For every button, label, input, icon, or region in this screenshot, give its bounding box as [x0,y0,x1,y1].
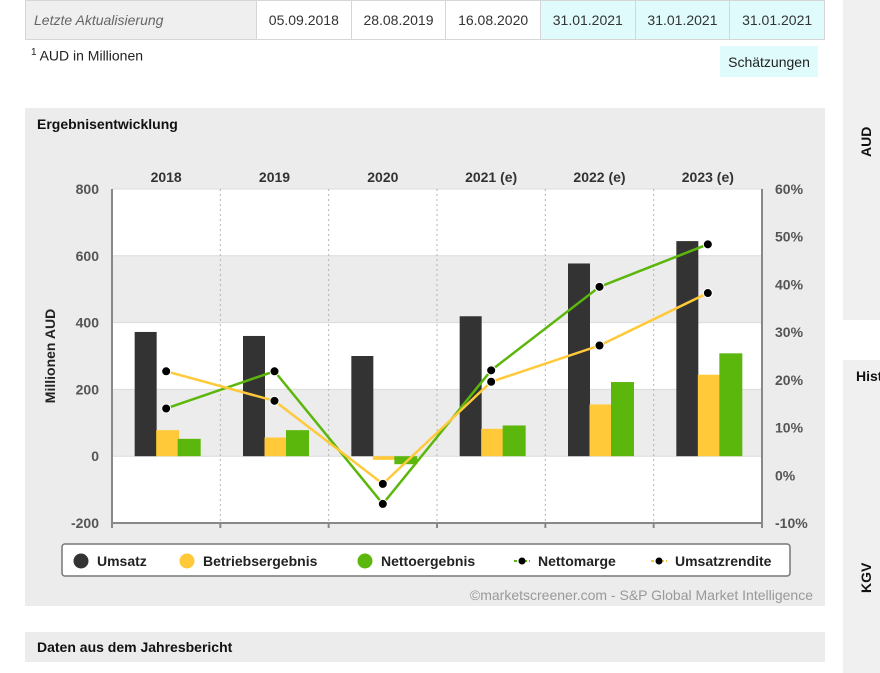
bar-betriebsergebnis-5 [697,374,721,457]
y2-tick-label: 40% [775,276,804,292]
legend-label-umsatzrendite: Umsatzrendite [675,553,772,569]
category-label: 2020 [367,169,398,185]
footnote-text: AUD in Millionen [39,47,144,64]
update-date-2022: 31.01.2021 [634,0,731,40]
update-date-2018: 05.09.2018 [256,0,352,40]
bar-umsatz-0 [134,331,157,457]
category-label: 2022 (e) [573,169,625,185]
legend-label-umsatz: Umsatz [97,553,147,569]
category-label: 2018 [151,169,182,185]
panel-title: Ergebnisentwicklung [37,116,178,132]
bar-nettoergebnis-4 [611,382,634,457]
currency-footnote: 1 AUD in Millionen [31,47,143,64]
point-nettomarge-0 [161,403,172,414]
bar-umsatz-5 [676,241,699,457]
legend-swatch-nettoergebnis [357,553,373,569]
point-umsatzrendite-5 [702,288,713,299]
update-row: Letzte Aktualisierung 05.09.2018 28.08.2… [25,0,825,40]
y-tick-label: 400 [76,315,100,331]
point-nettomarge-2 [377,498,388,509]
point-umsatzrendite-3 [486,376,497,387]
point-nettomarge-3 [486,365,497,376]
side-panel-top [843,0,880,320]
y-tick-label: 0 [91,448,99,464]
y2-tick-label: 30% [775,324,804,340]
category-label: 2023 (e) [682,169,734,185]
bar-umsatz-3 [459,316,482,457]
point-umsatzrendite-0 [161,366,172,377]
bar-betriebsergebnis-3 [481,428,505,457]
chart-credit: ©marketscreener.com - S&P Global Market … [469,587,813,603]
bar-nettoergebnis-2 [394,456,418,465]
legend-marker-nettomarge [518,557,526,565]
y2-tick-label: -10% [775,515,808,531]
line-nettomarge [165,243,709,506]
legend-swatch-umsatz [73,553,89,569]
bar-betriebsergebnis-4 [589,404,613,457]
point-nettomarge-5 [702,239,713,250]
earnings-panel: Ergebnisentwicklung 800 600 400 200 0 -200 60%… [25,108,825,606]
point-nettomarge-4 [594,281,605,292]
side-panel-bottom [843,360,880,673]
legend-label-nettomarge: Nettomarge [538,553,616,569]
y-tick-label: 200 [76,381,100,397]
y-tick-label: 600 [76,248,100,264]
y2-tick-label: 0% [775,467,796,483]
y-tick-label: 800 [76,181,100,197]
bar-nettoergebnis-0 [177,438,201,457]
update-date-2023: 31.01.2021 [729,0,825,40]
point-umsatzrendite-2 [377,478,388,489]
y2-tick-label: 10% [775,420,804,436]
bar-nettoergebnis-1 [286,430,309,457]
annual-report-header: Daten aus dem Jahresbericht [25,632,825,662]
point-umsatzrendite-4 [594,340,605,351]
y2-tick-label: 50% [775,229,804,245]
annual-report-title: Daten aus dem Jahresbericht [37,639,233,655]
earnings-chart: 800 600 400 200 0 -200 60% 50% 40% 30% 20% 10% 0% -10… [42,169,808,577]
estimates-badge: Schätzungen [720,46,818,77]
y2-tick-label: 60% [775,181,804,197]
y-axis-title: Millionen AUD [42,309,58,403]
update-date-2020: 16.08.2020 [445,0,541,40]
update-date-2021: 31.01.2021 [539,0,636,40]
legend-swatch-betriebsergebnis [179,553,195,569]
bar-umsatz-2 [351,356,374,457]
update-table: Letzte Aktualisierung 05.09.2018 28.08.2… [25,0,825,40]
bar-nettoergebnis-5 [719,353,743,457]
category-label: 2019 [259,169,290,185]
update-label: Letzte Aktualisierung [25,0,257,40]
legend-label-betriebsergebnis: Betriebsergebnis [203,553,318,569]
point-umsatzrendite-1 [269,395,280,406]
bar-umsatz-4 [568,263,590,457]
footnote-marker: 1 [31,47,37,58]
legend-box [61,543,791,577]
point-nettomarge-1 [269,366,280,377]
line-umsatzrendite [165,291,709,486]
legend-label-nettoergebnis: Nettoergebnis [381,553,475,569]
bar-nettoergebnis-3 [502,425,526,457]
bar-betriebsergebnis-2 [372,456,396,460]
bar-betriebsergebnis-0 [156,430,180,457]
side-kgv-label: KGV [858,562,874,593]
update-date-2019: 28.08.2019 [350,0,447,40]
y2-tick-label: 20% [775,372,804,388]
side-aud-label: AUD [858,126,874,157]
category-label: 2021 (e) [465,169,517,185]
side-hist-label: Hist [856,368,880,384]
bar-betriebsergebnis-1 [264,437,288,457]
legend-marker-umsatzrendite [655,557,663,565]
y-tick-label: -200 [71,515,99,531]
